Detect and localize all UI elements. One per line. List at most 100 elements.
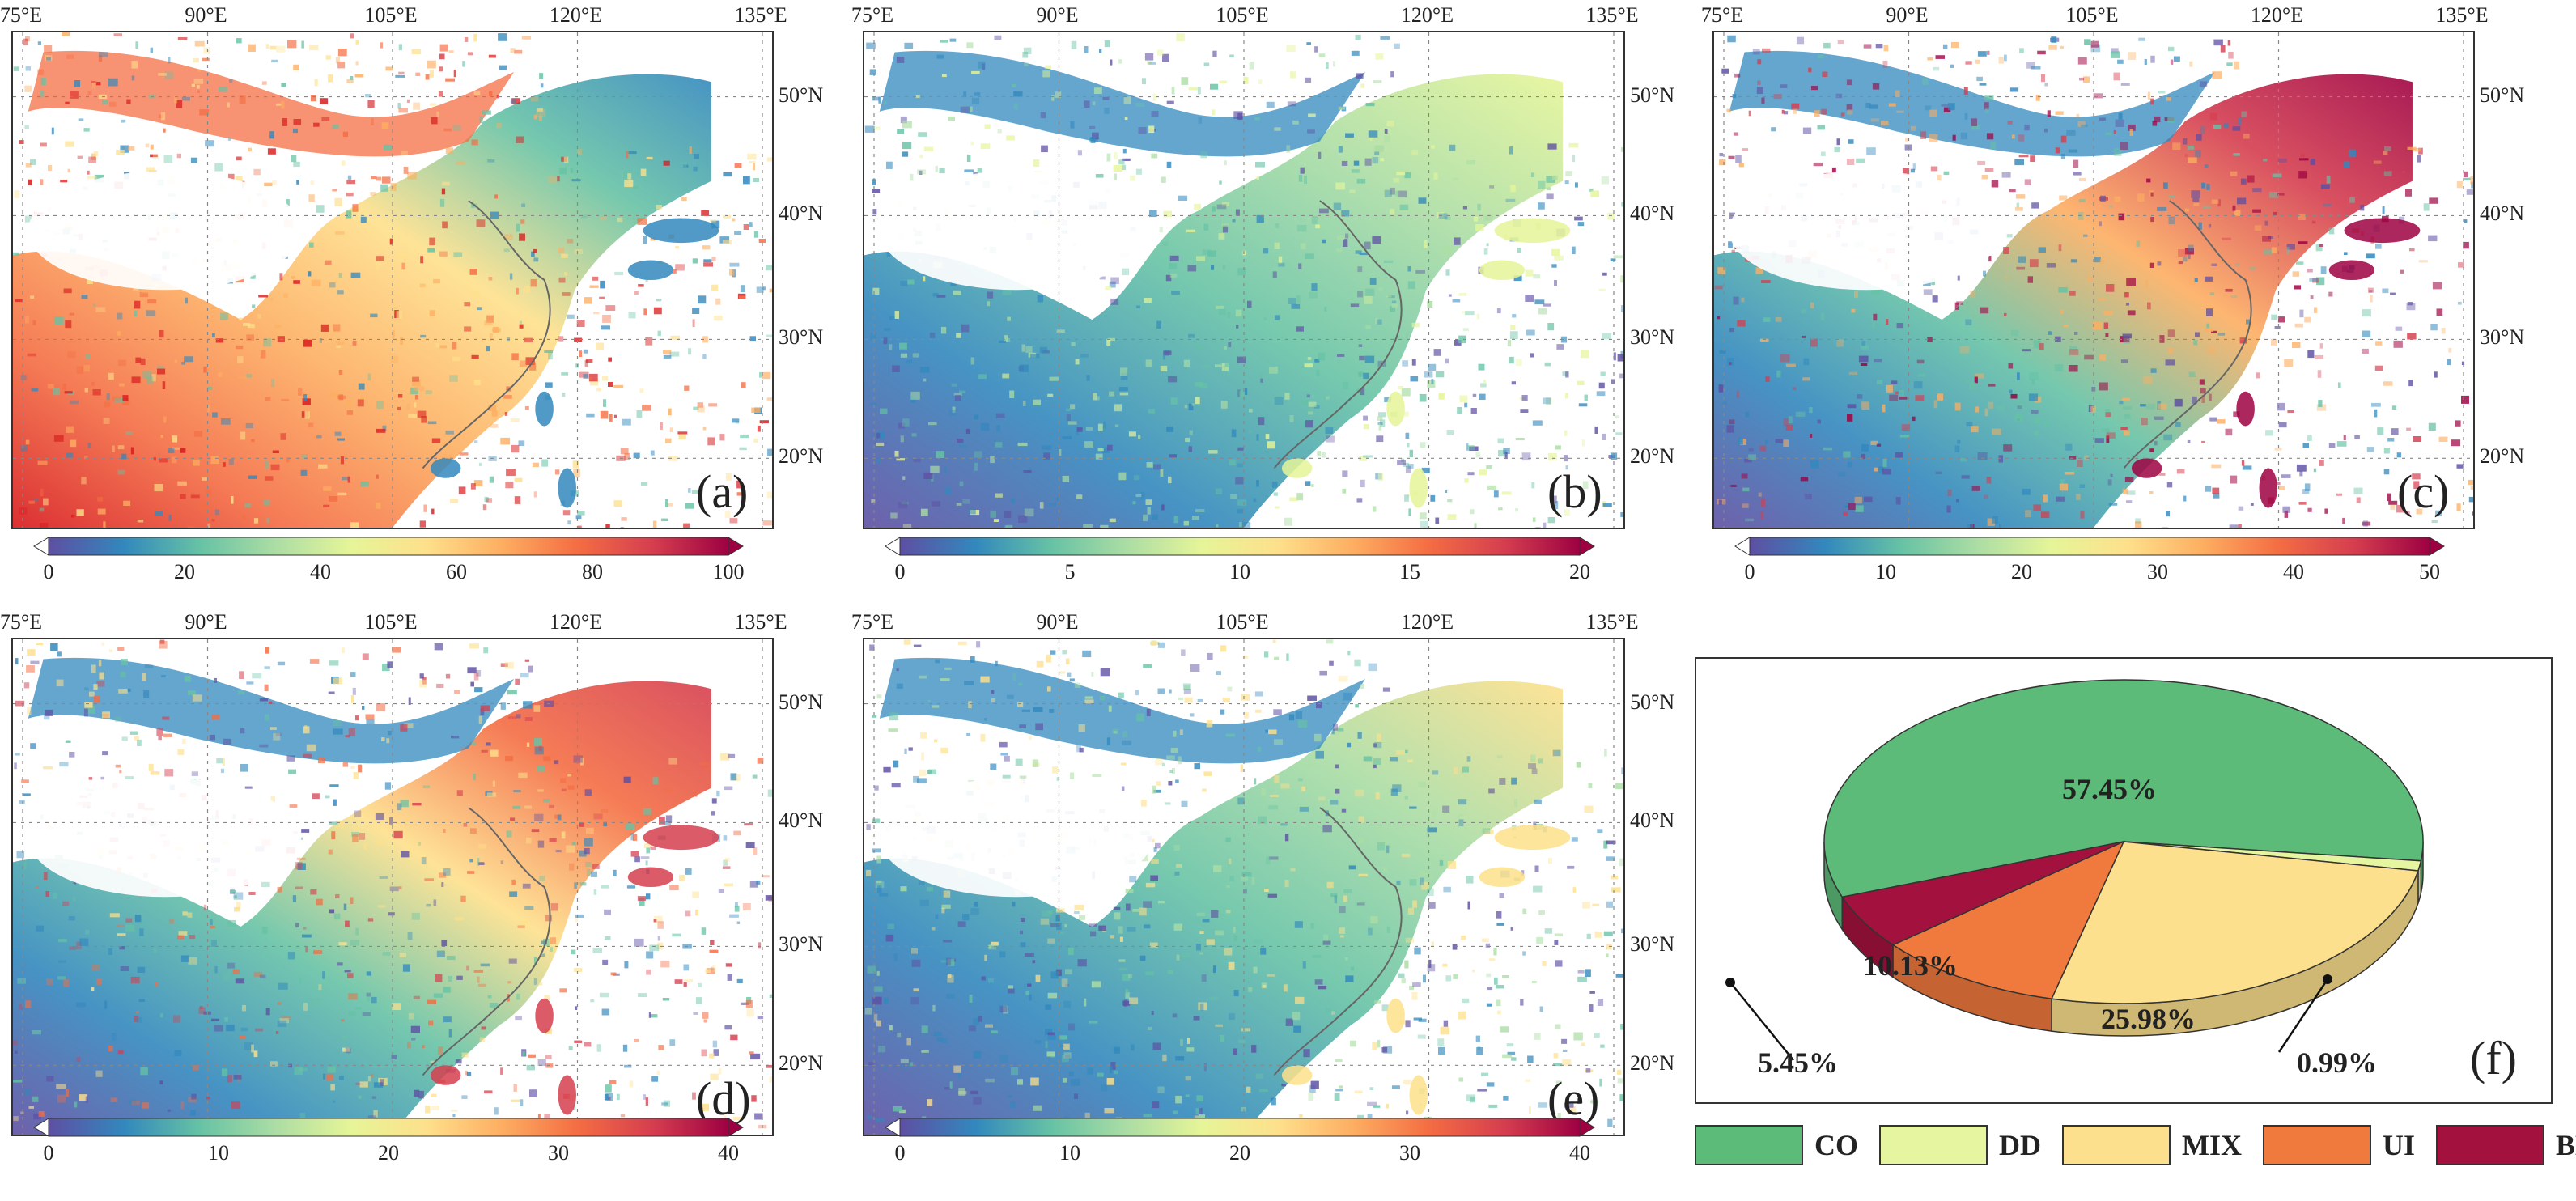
raster-pixel [100,776,104,780]
raster-pixel [1386,845,1390,854]
raster-pixel [1232,219,1236,223]
raster-pixel [1367,1114,1373,1120]
raster-pixel [1974,373,1984,379]
raster-pixel [269,45,277,50]
raster-pixel [1483,248,1488,255]
raster-pixel [265,714,269,721]
raster-pixel [1084,1112,1090,1120]
raster-pixel [1793,387,1797,390]
raster-pixel [500,702,506,710]
raster-pixel [346,210,352,219]
raster-pixel [981,976,986,981]
pie-label-dd: 0.99% [2297,1046,2377,1079]
raster-pixel [660,422,663,430]
raster-pixel [1215,1024,1223,1027]
coastline [2123,200,2252,469]
raster-pixel [1311,283,1318,291]
raster-pixel [209,734,215,741]
raster-pixel [2206,323,2210,329]
raster-pixel [205,140,214,147]
raster-pixel [574,1040,583,1043]
raster-pixel [1544,362,1551,367]
raster-pixel [282,118,287,126]
raster-pixel [581,214,588,219]
raster-pixel [282,1016,291,1020]
raster-pixel [1363,415,1368,421]
raster-pixel [441,882,444,887]
raster-pixel [766,334,772,337]
raster-pixel [739,447,747,451]
raster-pixel [2094,257,2101,263]
raster-pixel [681,197,687,202]
colorbar-over-arrow [728,537,744,556]
raster-pixel [53,435,64,442]
raster-pixel [900,1059,909,1063]
raster-pixel [407,1042,411,1049]
raster-pixel [346,401,352,407]
raster-pixel [2014,159,2024,166]
raster-pixel [1172,1110,1178,1114]
raster-pixel [1430,494,1436,502]
raster-pixel [1294,921,1303,928]
raster-pixel [963,91,967,98]
raster-pixel [2384,146,2391,151]
raster-pixel [567,774,572,777]
raster-pixel [43,498,49,506]
raster-pixel [534,746,544,755]
raster-pixel [1266,101,1275,108]
raster-pixel [334,431,342,436]
island [2131,458,2162,478]
raster-pixel [1910,168,1915,173]
raster-pixel [1796,36,1805,45]
raster-pixel [941,907,945,914]
raster-pixel [441,940,448,947]
raster-pixel [1502,1054,1513,1059]
raster-pixel [692,258,698,264]
raster-pixel [1407,464,1414,469]
raster-pixel [984,124,991,129]
raster-pixel [182,911,188,916]
raster-pixel [1106,339,1111,346]
raster-pixel [286,457,290,463]
raster-pixel [1335,1059,1343,1063]
raster-pixel [522,1050,525,1056]
raster-pixel [871,499,876,503]
raster-pixel [2343,435,2346,441]
raster-pixel [2324,508,2328,514]
raster-pixel [507,716,517,719]
raster-pixel [470,681,474,687]
raster-pixel [263,499,271,506]
raster-pixel [427,421,437,425]
raster-pixel [2099,382,2108,391]
raster-pixel [1118,692,1124,698]
raster-pixel [2099,259,2104,265]
raster-pixel [1114,404,1122,412]
raster-pixel [1129,876,1137,883]
raster-pixel [1546,397,1552,405]
raster-pixel [1552,749,1561,757]
raster-pixel [509,891,518,897]
raster-pixel [1056,923,1062,931]
raster-pixel [1091,981,1101,988]
raster-pixel [599,992,609,998]
raster-pixel [1596,391,1606,397]
raster-pixel [1521,452,1531,461]
raster-pixel [1813,162,1823,167]
raster-pixel [2220,45,2226,53]
raster-pixel [1401,978,1406,984]
raster-pixel [769,994,772,998]
raster-pixel [541,459,549,467]
raster-pixel [271,379,275,388]
raster-pixel [1255,1073,1263,1079]
raster-pixel [537,840,545,848]
raster-pixel [203,904,207,911]
raster-pixel [2047,110,2051,117]
raster-pixel [2250,503,2254,506]
raster-pixel [279,1018,289,1024]
raster-pixel [1834,146,1840,153]
raster-pixel [199,1006,203,1009]
colorbar-under-arrow [1734,537,1751,556]
raster-pixel [1308,401,1317,407]
raster-pixel [1420,442,1426,448]
raster-pixel [1564,180,1569,185]
